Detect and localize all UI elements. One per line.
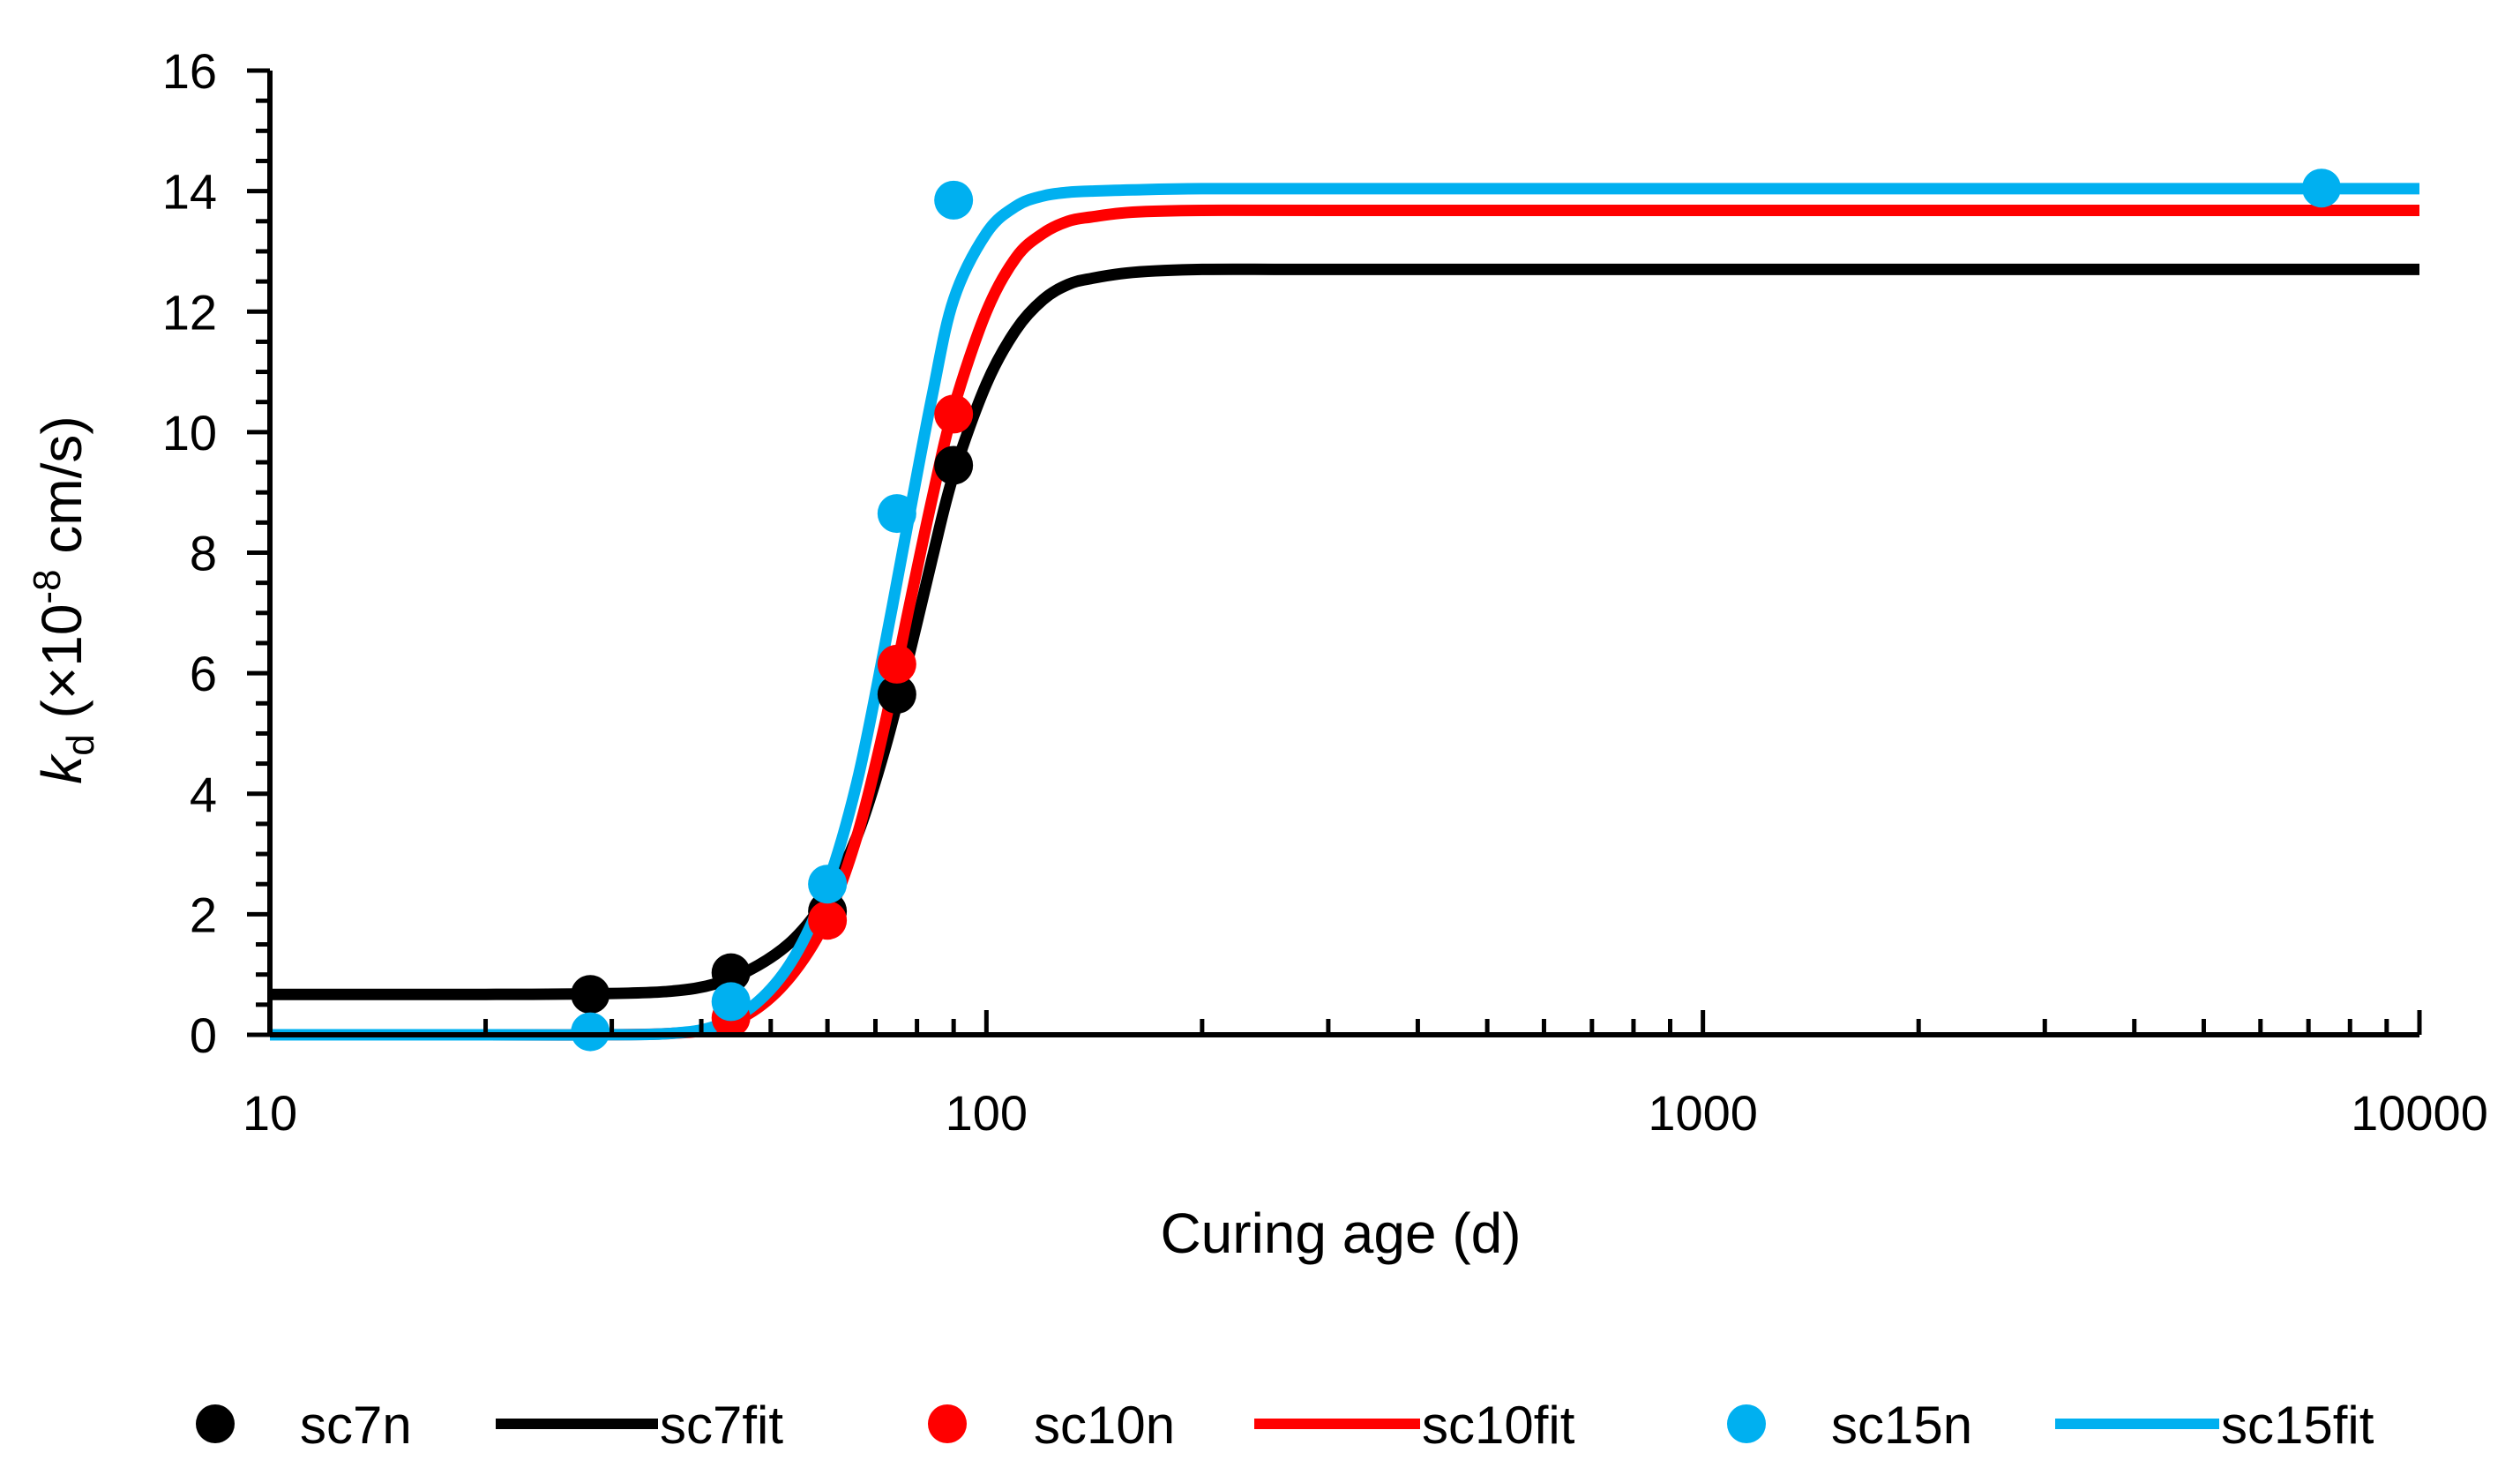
data-point-sc15n	[934, 180, 974, 220]
data-point-sc15n	[808, 865, 848, 904]
x-tick-label: 1000	[1648, 1085, 1758, 1141]
data-point-sc7n	[877, 675, 916, 715]
data-point-sc7n	[711, 953, 751, 992]
data-point-sc15n	[571, 1012, 610, 1052]
x-tick-label: 100	[946, 1085, 1028, 1141]
y-axis-title: kd (×10-8 cm/s)	[26, 416, 102, 783]
x-tick-label: 10000	[2351, 1085, 2488, 1141]
legend-label-sc15fit: sc15fit	[2221, 1396, 2374, 1455]
legend-entry-sc10fit: sc10fit	[1254, 1396, 1575, 1455]
legend-swatch-sc7n	[196, 1404, 235, 1443]
y-tick-label: 2	[190, 887, 217, 942]
legend-swatch-sc15n	[1727, 1404, 1766, 1443]
data-point-sc10n	[877, 644, 916, 684]
legend: sc7n sc7fit sc10n sc10fit sc15n sc15fit	[196, 1396, 2374, 1455]
data-point-sc15n	[2301, 168, 2341, 208]
data-point-sc10n	[808, 901, 848, 940]
y-tick-label: 4	[190, 767, 217, 822]
y-tick-label: 16	[162, 43, 217, 99]
data-point-sc7n	[934, 445, 974, 485]
y-axis-title-prefix: (×10	[30, 604, 93, 735]
legend-label-sc7fit: sc7fit	[660, 1396, 783, 1455]
data-point-sc15n	[711, 982, 751, 1022]
legend-entry-sc7fit: sc7fit	[496, 1396, 783, 1455]
legend-entry-sc15fit: sc15fit	[2055, 1396, 2374, 1455]
axes-layer: 0 2 4 6 8 10 12 14 16 10 100 1000 10000	[162, 43, 2488, 1141]
legend-entry-sc15n: sc15n	[1727, 1396, 1972, 1455]
y-axis-title-subscript: d	[59, 734, 102, 755]
y-tick-label: 10	[162, 405, 217, 460]
legend-entry-sc7n: sc7n	[196, 1396, 412, 1455]
x-axis-title: Curing age (d)	[1160, 1202, 1521, 1265]
y-axis-title-symbol: k	[30, 753, 93, 784]
legend-swatch-sc10n	[928, 1404, 967, 1443]
legend-label-sc15n: sc15n	[1831, 1396, 1972, 1455]
y-tick-label: 6	[190, 646, 217, 701]
y-tick-label: 0	[190, 1007, 217, 1063]
legend-label-sc7n: sc7n	[300, 1396, 412, 1455]
legend-label-sc10n: sc10n	[1034, 1396, 1175, 1455]
y-axis-title-suffix: cm/s)	[30, 416, 93, 569]
data-point-sc15n	[877, 494, 916, 534]
y-tick-label: 14	[162, 164, 217, 220]
legend-entry-sc10n: sc10n	[928, 1396, 1175, 1455]
x-tick-label: 10	[243, 1085, 297, 1141]
y-tick-label: 12	[162, 284, 217, 340]
legend-label-sc10fit: sc10fit	[1422, 1396, 1575, 1455]
data-point-sc7n	[571, 975, 610, 1015]
y-tick-label: 8	[190, 526, 217, 581]
y-axis-title-superscript: -8	[26, 569, 69, 603]
data-point-sc10n	[934, 394, 974, 434]
